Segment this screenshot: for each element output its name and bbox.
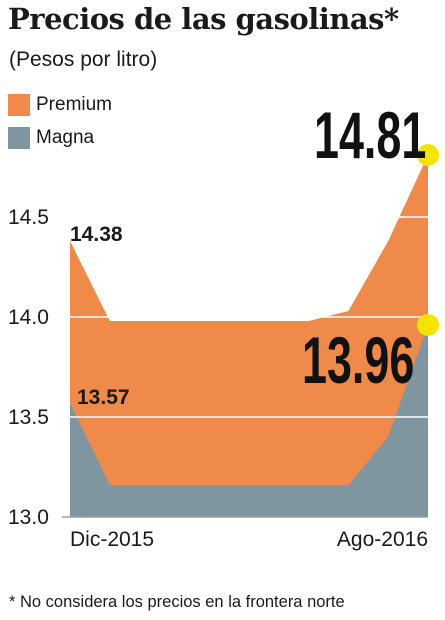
y-tick-label: 13.5: [8, 406, 49, 429]
footnote: * No considera los precios en la fronter…: [9, 593, 345, 611]
chart-title: Precios de las gasolinas*: [8, 2, 399, 36]
legend-swatch-premium: [8, 94, 30, 116]
x-tick-label: Ago-2016: [337, 528, 428, 551]
legend-label-premium: Premium: [36, 94, 113, 115]
magna-area: [70, 325, 428, 517]
data-label-magna-end: 13.96: [302, 323, 414, 397]
legend-label-magna: Magna: [36, 127, 95, 148]
y-tick-label: 13.0: [8, 506, 49, 529]
legend-item-magna: Magna: [8, 127, 94, 149]
chart-subtitle: (Pesos por litro): [9, 48, 158, 71]
data-label-premium-start: 14.38: [70, 223, 123, 246]
marker-premium-end: [417, 144, 439, 166]
legend-item-premium: Premium: [8, 94, 112, 116]
data-label-premium-end: 14.81: [314, 98, 426, 172]
data-label-magna-start: 13.57: [77, 386, 130, 409]
marker-magna-end: [417, 314, 439, 336]
y-tick-label: 14.5: [8, 206, 49, 229]
legend-swatch-magna: [8, 127, 30, 149]
premium-area: [70, 155, 428, 517]
y-tick-label: 14.0: [8, 306, 49, 329]
x-tick-label: Dic-2015: [70, 528, 154, 551]
